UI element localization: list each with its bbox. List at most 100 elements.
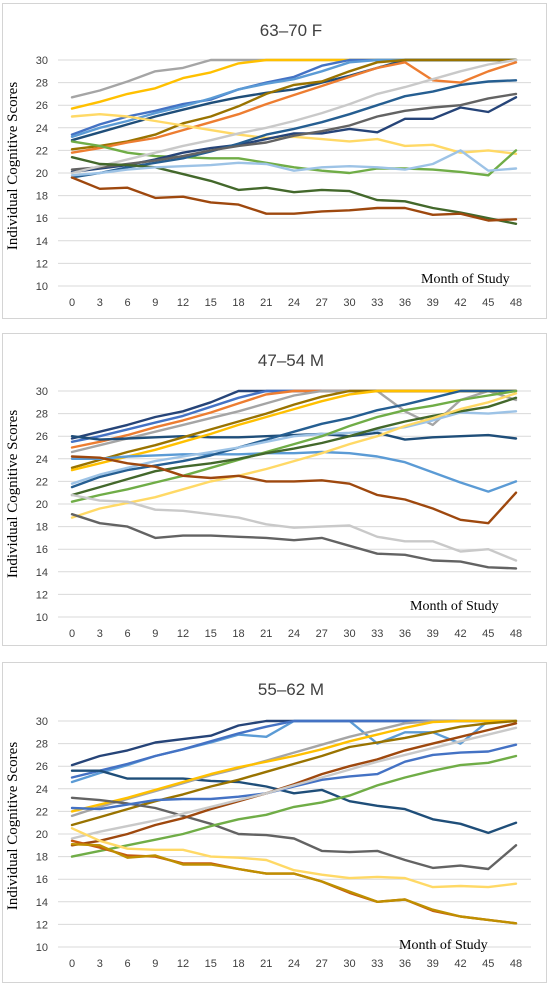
y-tick-label: 28 xyxy=(36,739,48,751)
series-line xyxy=(70,455,518,525)
x-tick-label: 15 xyxy=(205,958,217,970)
x-tick-label: 42 xyxy=(454,958,466,970)
series-line xyxy=(70,61,518,154)
y-tick-label: 24 xyxy=(36,454,48,466)
x-tick-label: 24 xyxy=(288,958,300,970)
y-tick-label: 30 xyxy=(36,716,48,728)
x-tick-label: 42 xyxy=(454,297,466,309)
x-tick-label: 18 xyxy=(232,958,244,970)
chart-panel-55-62-m: 55–62 M Individual Cognitive Scores 10 12… xyxy=(2,662,547,983)
y-tick-label: 20 xyxy=(36,168,48,180)
chart-title: 63–70 F xyxy=(260,21,322,40)
series-line xyxy=(70,58,518,175)
x-tick-label: 15 xyxy=(205,297,217,309)
series-line xyxy=(70,79,518,179)
x-tick-label: 39 xyxy=(427,628,439,640)
x-tick-label: 6 xyxy=(124,628,130,640)
x-tick-label: 6 xyxy=(124,958,130,970)
y-tick-label: 26 xyxy=(36,431,48,443)
line-chart: 47–54 M Individual Cognitive Scores 10 12… xyxy=(5,351,531,640)
x-tick-label: 42 xyxy=(454,628,466,640)
x-tick-label: 30 xyxy=(343,628,355,640)
y-tick-label: 12 xyxy=(36,258,48,270)
series-line xyxy=(70,769,518,835)
series-line xyxy=(70,155,518,226)
x-tick-label: 18 xyxy=(232,628,244,640)
series-line xyxy=(70,58,518,151)
series-line xyxy=(70,827,518,889)
y-tick-label: 12 xyxy=(36,589,48,601)
y-tick-label: 10 xyxy=(36,281,48,293)
y-tick-label: 28 xyxy=(36,78,48,90)
series-line xyxy=(70,92,518,171)
line-chart: 63–70 F Individual Cognitive Scores 10 12… xyxy=(5,21,531,309)
y-tick-label: 18 xyxy=(36,852,48,864)
y-tick-label: 10 xyxy=(36,612,48,624)
y-tick-label: 18 xyxy=(36,522,48,534)
y-tick-label: 16 xyxy=(36,213,48,225)
x-tick-label: 39 xyxy=(427,958,439,970)
x-tick-label: 45 xyxy=(482,297,494,309)
y-tick-label: 24 xyxy=(36,123,48,135)
series-line xyxy=(70,493,518,562)
series-line xyxy=(70,450,518,493)
series-line xyxy=(70,719,518,813)
series-line xyxy=(70,743,518,811)
x-tick-label: 12 xyxy=(177,628,189,640)
x-tick-label: 3 xyxy=(97,958,103,970)
x-tick-label: 21 xyxy=(260,958,272,970)
y-tick-label: 26 xyxy=(36,761,48,773)
x-tick-label: 24 xyxy=(288,297,300,309)
x-tick-label: 0 xyxy=(69,628,75,640)
series-line xyxy=(70,389,518,489)
y-tick-label: 20 xyxy=(36,829,48,841)
x-tick-label: 36 xyxy=(399,297,411,309)
series-line xyxy=(70,389,518,472)
x-tick-label: 9 xyxy=(152,297,158,309)
x-tick-label: 9 xyxy=(152,958,158,970)
series-line xyxy=(70,149,518,177)
y-tick-label: 16 xyxy=(36,544,48,556)
series-line xyxy=(70,389,518,503)
series-line xyxy=(70,842,518,925)
line-chart: 55–62 M Individual Cognitive Scores 10 12… xyxy=(5,680,531,970)
x-tick-label: 0 xyxy=(69,297,75,309)
x-tick-label: 9 xyxy=(152,628,158,640)
series-line xyxy=(70,58,518,136)
x-tick-label: 3 xyxy=(97,628,103,640)
y-tick-label: 14 xyxy=(36,236,48,248)
y-tick-label: 24 xyxy=(36,784,48,796)
x-tick-label: 12 xyxy=(177,958,189,970)
x-tick-label: 45 xyxy=(482,958,494,970)
x-tick-label: 48 xyxy=(510,628,522,640)
chart-panel-63-70-f: 63–70 F Individual Cognitive Scores 10 12… xyxy=(2,3,547,319)
y-tick-label: 14 xyxy=(36,567,48,579)
x-tick-label: 27 xyxy=(316,297,328,309)
y-tick-label: 22 xyxy=(36,806,48,818)
series-line xyxy=(70,176,518,222)
series-line xyxy=(70,726,518,840)
x-tick-label: 36 xyxy=(399,628,411,640)
series-line xyxy=(70,392,518,519)
y-tick-label: 10 xyxy=(36,942,48,954)
series-line xyxy=(70,839,518,925)
x-tick-label: 21 xyxy=(260,628,272,640)
series-line xyxy=(70,719,518,827)
x-tick-label: 33 xyxy=(371,297,383,309)
y-tick-label: 22 xyxy=(36,145,48,157)
series-line xyxy=(70,512,518,570)
y-tick-label: 30 xyxy=(36,386,48,398)
x-tick-label: 48 xyxy=(510,958,522,970)
x-tick-label: 27 xyxy=(316,958,328,970)
series-line xyxy=(70,754,518,858)
x-tick-label: 3 xyxy=(97,297,103,309)
x-tick-label: 33 xyxy=(371,958,383,970)
y-tick-label: 16 xyxy=(36,874,48,886)
y-tick-label: 14 xyxy=(36,897,48,909)
series-line xyxy=(70,796,518,871)
x-tick-label: 24 xyxy=(288,628,300,640)
y-tick-label: 18 xyxy=(36,191,48,203)
series-line xyxy=(70,410,518,485)
y-tick-label: 28 xyxy=(36,409,48,421)
x-tick-label: 39 xyxy=(427,297,439,309)
